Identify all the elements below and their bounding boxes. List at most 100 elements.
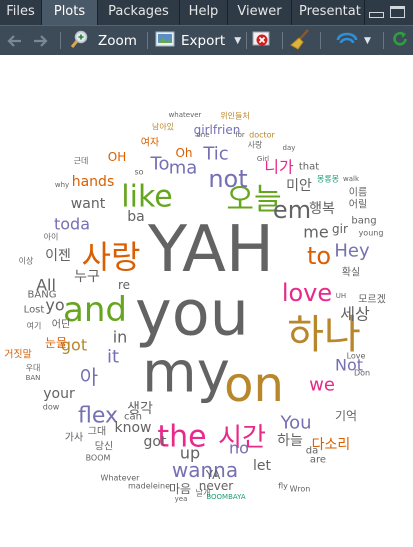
- cloud-word: You: [279, 413, 311, 434]
- cloud-word: BOOM: [86, 454, 111, 463]
- toolbar-separator: [246, 32, 247, 49]
- cloud-word: and: [63, 290, 127, 330]
- cloud-word: 기억: [335, 409, 357, 423]
- export-button[interactable]: Export ▼: [155, 26, 241, 55]
- cloud-word: Lost: [24, 305, 45, 316]
- cloud-word: Wron: [290, 485, 311, 494]
- cloud-word: 여자: [141, 137, 159, 149]
- toolbar-separator: [383, 32, 384, 49]
- cloud-word: toda: [54, 215, 90, 234]
- cloud-word: Whatever: [101, 474, 141, 483]
- cloud-word: like: [121, 180, 172, 215]
- cloud-word: fly: [278, 482, 288, 491]
- clear-plots-button[interactable]: [290, 26, 312, 55]
- cloud-word: up: [180, 444, 200, 463]
- cloud-word: the: [157, 420, 206, 455]
- cloud-word: not: [208, 165, 247, 193]
- cloud-word: why: [55, 181, 69, 189]
- refresh-icon: [391, 30, 409, 52]
- cloud-word: 거짓말: [4, 349, 32, 361]
- pane-window-controls: [365, 0, 413, 25]
- cloud-word: 이젠: [45, 248, 71, 264]
- zoom-button[interactable]: Zoom: [70, 26, 137, 55]
- cloud-word: 날개: [196, 488, 211, 498]
- cloud-word: dow: [43, 403, 60, 412]
- tab-presentation[interactable]: Presentat: [292, 0, 365, 25]
- cloud-word: it: [107, 347, 119, 368]
- cloud-word: yea: [175, 495, 188, 503]
- cloud-word: me: [303, 223, 328, 242]
- chevron-down-icon: ▼: [234, 35, 242, 46]
- clear-broom-icon: [290, 28, 312, 54]
- export-label: Export: [181, 32, 226, 49]
- maximize-icon[interactable]: [390, 6, 405, 18]
- cloud-word: 하나: [287, 312, 361, 358]
- refresh-button[interactable]: [391, 26, 409, 55]
- cloud-word: got: [144, 434, 167, 450]
- cloud-word: YAH: [147, 213, 274, 287]
- minimize-icon[interactable]: [369, 12, 384, 18]
- cloud-word: got: [61, 336, 87, 355]
- cloud-word: Love: [347, 352, 366, 361]
- cloud-word: no: [229, 439, 249, 458]
- cloud-word: YA: [205, 468, 221, 482]
- cloud-word: 몽롱몽: [317, 175, 339, 184]
- cloud-word: 우대: [26, 364, 41, 373]
- cloud-word: em: [273, 196, 311, 224]
- cloud-word: 당신: [95, 441, 113, 453]
- cloud-word: day: [283, 144, 296, 152]
- forward-arrow-icon[interactable]: [33, 26, 49, 55]
- cloud-word: UH: [336, 292, 346, 300]
- cloud-word: 하늘: [277, 433, 303, 449]
- cloud-word: yo: [45, 296, 64, 315]
- cloud-word: 아: [80, 365, 98, 389]
- cloud-word: my: [142, 341, 230, 406]
- cloud-word: To: [150, 154, 170, 175]
- cloud-word: 세상: [340, 305, 370, 324]
- cloud-word: we: [309, 375, 335, 396]
- cloud-word: 위인들처: [220, 111, 249, 121]
- cloud-word: your: [43, 386, 75, 402]
- cloud-word: walk: [343, 175, 360, 183]
- plot-viewport: YAH you my on 하나 and 사랑 like 오늘 the 시간 love em not to f…: [0, 55, 413, 547]
- cloud-word: to: [307, 242, 331, 270]
- cloud-word: 남아있: [152, 122, 174, 132]
- delete-plot-icon: [252, 30, 272, 52]
- cloud-word: All: [36, 276, 56, 295]
- chevron-down-icon: ▼: [364, 35, 371, 46]
- cloud-word: hands: [72, 174, 115, 190]
- cloud-word: gir: [332, 222, 348, 236]
- tab-plots[interactable]: Plots: [42, 0, 98, 25]
- cloud-word: bang: [351, 216, 376, 227]
- delete-plot-button[interactable]: [252, 26, 272, 55]
- publish-button[interactable]: ▼: [336, 26, 371, 55]
- cloud-word: on: [224, 357, 284, 413]
- cloud-word: 근데: [74, 157, 89, 166]
- zoom-label: Zoom: [98, 32, 137, 49]
- cloud-word: Hey: [334, 241, 370, 262]
- tab-viewer[interactable]: Viewer: [228, 0, 292, 25]
- cloud-word: Tic: [202, 144, 228, 165]
- cloud-word: re: [118, 278, 130, 292]
- back-arrow-icon[interactable]: [6, 26, 22, 55]
- tab-files[interactable]: Files: [0, 0, 42, 25]
- toolbar-separator: [147, 32, 148, 49]
- cloud-word: ba: [127, 209, 144, 225]
- cloud-word: never: [199, 479, 233, 493]
- cloud-word: BOOMBAYA: [206, 493, 246, 501]
- cloud-word: girlfrien: [194, 123, 241, 137]
- tab-help[interactable]: Help: [180, 0, 228, 25]
- publish-icon: [336, 31, 358, 51]
- plots-toolbar: Zoom Export ▼ ▼: [0, 25, 413, 55]
- cloud-word: Not: [335, 356, 363, 375]
- cloud-word: 가사: [65, 432, 83, 444]
- pane-tab-bar: Files Plots Packages Help Viewer Present…: [0, 0, 413, 25]
- cloud-word: so: [134, 168, 143, 177]
- cloud-word: young: [359, 229, 384, 238]
- cloud-word: wanna: [172, 458, 238, 482]
- cloud-word: OH: [108, 150, 126, 164]
- cloud-word: 어딘: [52, 319, 70, 331]
- cloud-word: 어릴: [349, 198, 367, 211]
- tab-packages[interactable]: Packages: [98, 0, 180, 25]
